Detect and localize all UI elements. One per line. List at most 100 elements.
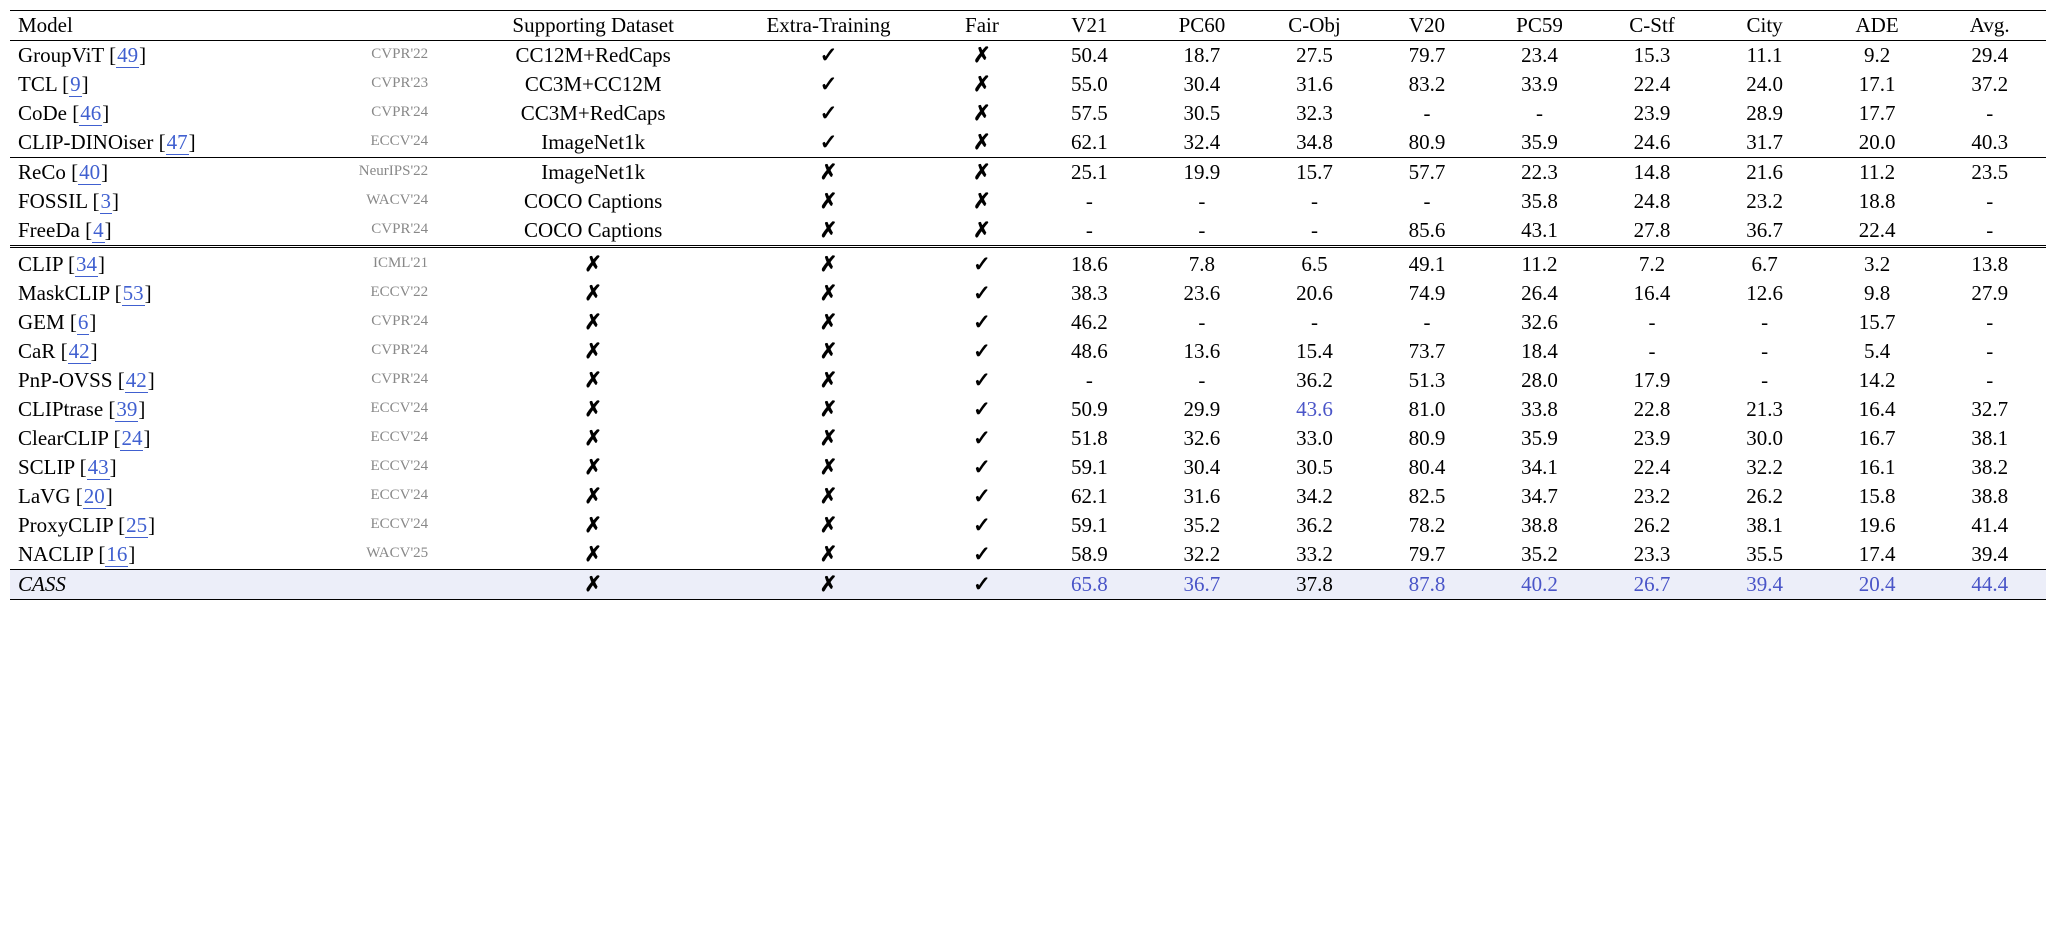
citation-ref[interactable]: 20: [83, 484, 106, 509]
cell-supporting: CC3M+RedCaps: [460, 99, 726, 128]
cell-fair: ✓: [931, 482, 1033, 511]
model-name: CLIP: [18, 252, 63, 276]
cell-value: 29.4: [1933, 41, 2046, 71]
cell-value: 35.5: [1708, 540, 1821, 570]
citation-ref[interactable]: 46: [79, 101, 102, 126]
col-avg: Avg.: [1933, 11, 2046, 41]
col-pc60: PC60: [1146, 11, 1259, 41]
cell-supporting: ✗: [460, 453, 726, 482]
cell-value: 35.9: [1483, 128, 1596, 158]
cell-supporting: ✗: [460, 366, 726, 395]
cell-model: CLIP-DINOiser [47]ECCV'24: [10, 128, 460, 158]
cell-model: GEM [6]CVPR'24: [10, 308, 460, 337]
col-pc59: PC59: [1483, 11, 1596, 41]
cell-value: 79.7: [1371, 41, 1484, 71]
cell-value: 37.2: [1933, 70, 2046, 99]
cell-model: CASS: [10, 570, 460, 600]
cell-value: -: [1933, 337, 2046, 366]
cell-fair: ✓: [931, 395, 1033, 424]
col-v20: V20: [1371, 11, 1484, 41]
citation-ref[interactable]: 4: [92, 218, 105, 243]
cell-value: -: [1146, 366, 1259, 395]
citation-ref[interactable]: 9: [69, 72, 82, 97]
results-table: Model Supporting Dataset Extra-Training …: [10, 10, 2046, 600]
citation-ref[interactable]: 53: [122, 281, 145, 306]
cell-extra: ✗: [726, 247, 931, 280]
cell-extra: ✗: [726, 158, 931, 188]
citation-ref[interactable]: 42: [125, 368, 148, 393]
citation-ref[interactable]: 16: [105, 542, 128, 567]
cell-fair: ✓: [931, 424, 1033, 453]
cell-fair: ✗: [931, 41, 1033, 71]
cell-value: 23.9: [1596, 99, 1709, 128]
cell-value: 34.8: [1258, 128, 1371, 158]
citation-ref[interactable]: 34: [75, 252, 98, 277]
citation-ref[interactable]: 24: [120, 426, 143, 451]
citation-ref[interactable]: 40: [78, 160, 101, 185]
citation-ref[interactable]: 42: [68, 339, 91, 364]
cell-value: 41.4: [1933, 511, 2046, 540]
cell-value: 55.0: [1033, 70, 1146, 99]
cell-supporting: ✗: [460, 247, 726, 280]
cell-extra: ✗: [726, 187, 931, 216]
cell-model: FOSSIL [3]WACV'24: [10, 187, 460, 216]
citation-ref[interactable]: 47: [166, 130, 189, 155]
cell-model: TCL [9]CVPR'23: [10, 70, 460, 99]
model-name: ReCo: [18, 160, 66, 184]
cell-value: 38.1: [1708, 511, 1821, 540]
table-row: CLIP-DINOiser [47]ECCV'24ImageNet1k✓✗62.…: [10, 128, 2046, 158]
cell-extra: ✗: [726, 279, 931, 308]
cell-supporting: ✗: [460, 482, 726, 511]
venue-label: ECCV'24: [370, 130, 456, 150]
cell-value: 80.9: [1371, 424, 1484, 453]
cell-value: 49.1: [1371, 247, 1484, 280]
cell-value: 31.7: [1708, 128, 1821, 158]
table-row: TCL [9]CVPR'23CC3M+CC12M✓✗55.030.431.683…: [10, 70, 2046, 99]
cell-value: 12.6: [1708, 279, 1821, 308]
table-row: NACLIP [16]WACV'25✗✗✓58.932.233.279.735.…: [10, 540, 2046, 570]
cell-value: -: [1933, 308, 2046, 337]
cell-model: ClearCLIP [24]ECCV'24: [10, 424, 460, 453]
cell-value: 24.8: [1596, 187, 1709, 216]
cell-extra: ✓: [726, 41, 931, 71]
citation-ref[interactable]: 43: [87, 455, 110, 480]
citation-ref[interactable]: 25: [125, 513, 148, 538]
cell-model: MaskCLIP [53]ECCV'22: [10, 279, 460, 308]
citation-ref[interactable]: 39: [115, 397, 138, 422]
cell-fair: ✓: [931, 279, 1033, 308]
cell-value: 25.1: [1033, 158, 1146, 188]
citation-ref[interactable]: 6: [77, 310, 90, 335]
model-name: PnP-OVSS: [18, 368, 113, 392]
cell-value: -: [1933, 99, 2046, 128]
cell-model: ReCo [40]NeurIPS'22: [10, 158, 460, 188]
col-city: City: [1708, 11, 1821, 41]
cell-value: 33.0: [1258, 424, 1371, 453]
cell-model: CaR [42]CVPR'24: [10, 337, 460, 366]
cell-supporting: COCO Captions: [460, 187, 726, 216]
venue-label: ECCV'24: [370, 484, 456, 504]
cell-value: 62.1: [1033, 128, 1146, 158]
cell-value: 26.7: [1596, 570, 1709, 600]
cell-value: 39.4: [1708, 570, 1821, 600]
cell-value: 29.9: [1146, 395, 1259, 424]
cell-value: 19.6: [1821, 511, 1934, 540]
cell-fair: ✗: [931, 216, 1033, 247]
cell-model: CoDe [46]CVPR'24: [10, 99, 460, 128]
cell-fair: ✓: [931, 540, 1033, 570]
venue-label: ECCV'24: [370, 426, 456, 446]
citation-ref[interactable]: 49: [116, 43, 139, 68]
cell-value: -: [1371, 99, 1484, 128]
citation-ref[interactable]: 3: [100, 189, 113, 214]
cell-supporting: ✗: [460, 337, 726, 366]
model-name: LaVG: [18, 484, 70, 508]
cell-value: 43.6: [1258, 395, 1371, 424]
cell-fair: ✓: [931, 570, 1033, 600]
cell-value: 14.2: [1821, 366, 1934, 395]
cell-value: 22.4: [1596, 453, 1709, 482]
cell-value: 80.9: [1371, 128, 1484, 158]
model-name: CLIPtrase: [18, 397, 103, 421]
cell-model: CLIPtrase [39]ECCV'24: [10, 395, 460, 424]
cell-value: 78.2: [1371, 511, 1484, 540]
cell-value: 17.4: [1821, 540, 1934, 570]
col-v21: V21: [1033, 11, 1146, 41]
